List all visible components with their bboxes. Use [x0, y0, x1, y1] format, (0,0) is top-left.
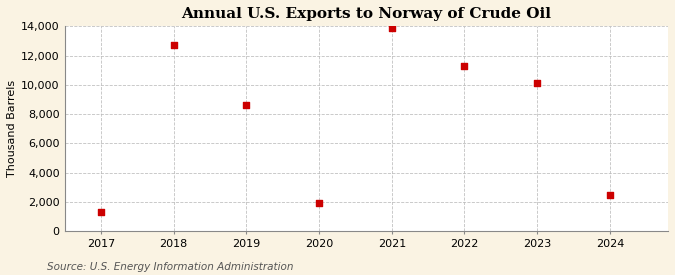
Y-axis label: Thousand Barrels: Thousand Barrels — [7, 80, 17, 177]
Point — [241, 103, 252, 108]
Point — [459, 64, 470, 68]
Point — [168, 43, 179, 48]
Point — [532, 81, 543, 86]
Point — [386, 26, 397, 30]
Point — [96, 210, 107, 214]
Text: Source: U.S. Energy Information Administration: Source: U.S. Energy Information Administ… — [47, 262, 294, 272]
Point — [605, 192, 616, 197]
Title: Annual U.S. Exports to Norway of Crude Oil: Annual U.S. Exports to Norway of Crude O… — [182, 7, 551, 21]
Point — [314, 201, 325, 205]
